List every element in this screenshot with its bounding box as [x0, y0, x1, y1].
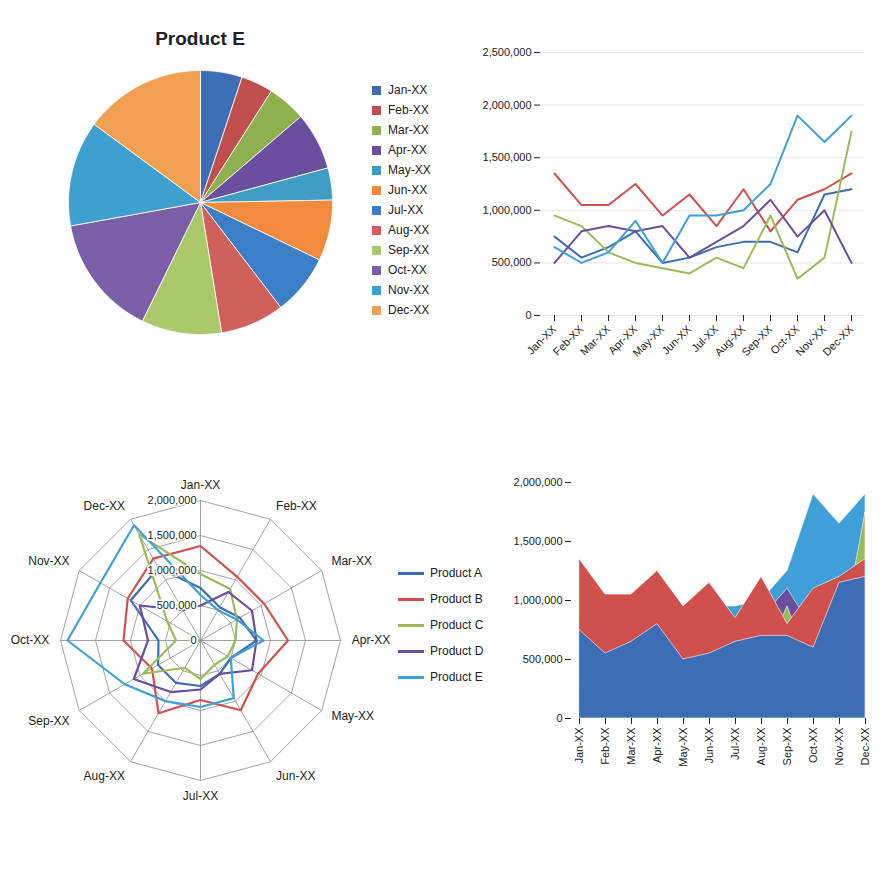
svg-text:Jan-XX: Jan-XX: [573, 727, 585, 764]
html-text:Product B: Product B: [430, 592, 483, 606]
svg-text:1,000,000: 1,000,000: [483, 204, 532, 216]
svg-text:1,000,000: 1,000,000: [514, 594, 563, 606]
html-text:May-XX: May-XX: [388, 163, 431, 177]
svg-text:Nov-XX: Nov-XX: [28, 554, 69, 568]
svg-text:Dec-XX: Dec-XX: [820, 322, 856, 358]
svg-text:Dec-XX: Dec-XX: [84, 499, 125, 513]
svg-text:1,500,000: 1,500,000: [148, 529, 197, 541]
svg-text:2,000,000: 2,000,000: [148, 494, 197, 506]
svg-text:Nov-XX: Nov-XX: [833, 727, 845, 766]
svg-text:Jan-XX: Jan-XX: [181, 478, 220, 492]
svg-text:Dec-XX: Dec-XX: [859, 727, 871, 766]
html-text:Aug-XX: Aug-XX: [388, 223, 430, 237]
svg-text:0: 0: [525, 309, 531, 321]
svg-text:May-XX: May-XX: [331, 709, 374, 723]
svg-text:Oct-XX: Oct-XX: [767, 322, 802, 357]
svg-text:500,000: 500,000: [157, 599, 197, 611]
html-text:Jun-XX: Jun-XX: [388, 183, 428, 197]
svg-text:Aug-XX: Aug-XX: [712, 322, 748, 358]
html-text:Product E: Product E: [155, 28, 245, 49]
html-text:Nov-XX: Nov-XX: [388, 283, 430, 297]
svg-text:Jan-XX: Jan-XX: [524, 322, 559, 357]
svg-text:Jun-XX: Jun-XX: [703, 727, 715, 764]
svg-text:500,000: 500,000: [523, 653, 563, 665]
svg-text:Jul-XX: Jul-XX: [729, 727, 741, 760]
svg-text:Jun-XX: Jun-XX: [659, 322, 693, 356]
svg-text:Apr-XX: Apr-XX: [352, 633, 391, 647]
svg-text:2,000,000: 2,000,000: [514, 476, 563, 488]
html-text:Jul-XX: Jul-XX: [388, 203, 424, 217]
svg-text:Mar-XX: Mar-XX: [578, 322, 613, 357]
svg-text:1,500,000: 1,500,000: [514, 535, 563, 547]
svg-text:1,000,000: 1,000,000: [148, 564, 197, 576]
svg-text:Jun-XX: Jun-XX: [276, 769, 315, 783]
svg-text:Feb-XX: Feb-XX: [276, 499, 317, 513]
html-text:Sep-XX: Sep-XX: [388, 243, 430, 257]
svg-text:Aug-XX: Aug-XX: [84, 769, 125, 783]
svg-text:Nov-XX: Nov-XX: [793, 322, 829, 358]
svg-text:0: 0: [190, 634, 196, 646]
svg-text:Jul-XX: Jul-XX: [689, 322, 721, 355]
html-text:Product A: Product A: [430, 566, 482, 580]
svg-text:Aug-XX: Aug-XX: [755, 727, 767, 766]
html-text:Product E: Product E: [430, 670, 483, 684]
svg-text:500,000: 500,000: [492, 256, 532, 268]
svg-text:Mar-XX: Mar-XX: [331, 554, 372, 568]
html-text:Dec-XX: Dec-XX: [388, 303, 430, 317]
html-text:Product D: Product D: [430, 644, 484, 658]
html-text:Oct-XX: Oct-XX: [388, 263, 427, 277]
html-text:Product C: Product C: [430, 618, 484, 632]
svg-text:Feb-XX: Feb-XX: [550, 322, 586, 358]
svg-text:May-XX: May-XX: [677, 727, 689, 767]
svg-text:Sep-XX: Sep-XX: [28, 714, 69, 728]
svg-text:1,500,000: 1,500,000: [483, 151, 532, 163]
svg-text:Mar-XX: Mar-XX: [625, 727, 637, 765]
svg-text:May-XX: May-XX: [630, 322, 667, 359]
svg-text:0: 0: [556, 712, 562, 724]
html-text:Jan-XX: Jan-XX: [388, 83, 428, 97]
svg-text:2,000,000: 2,000,000: [483, 99, 532, 111]
svg-text:Oct-XX: Oct-XX: [807, 727, 819, 763]
html-text:Mar-XX: Mar-XX: [388, 123, 429, 137]
svg-text:Apr-XX: Apr-XX: [651, 727, 663, 763]
svg-text:Apr-XX: Apr-XX: [605, 322, 640, 357]
html-text:Feb-XX: Feb-XX: [388, 103, 429, 117]
svg-text:Jul-XX: Jul-XX: [183, 789, 218, 803]
html-text:Apr-XX: Apr-XX: [388, 143, 427, 157]
svg-text:Sep-XX: Sep-XX: [739, 322, 775, 358]
svg-text:Sep-XX: Sep-XX: [781, 727, 793, 766]
svg-text:Feb-XX: Feb-XX: [599, 727, 611, 765]
svg-text:2,500,000: 2,500,000: [483, 46, 532, 58]
svg-text:Oct-XX: Oct-XX: [11, 633, 50, 647]
